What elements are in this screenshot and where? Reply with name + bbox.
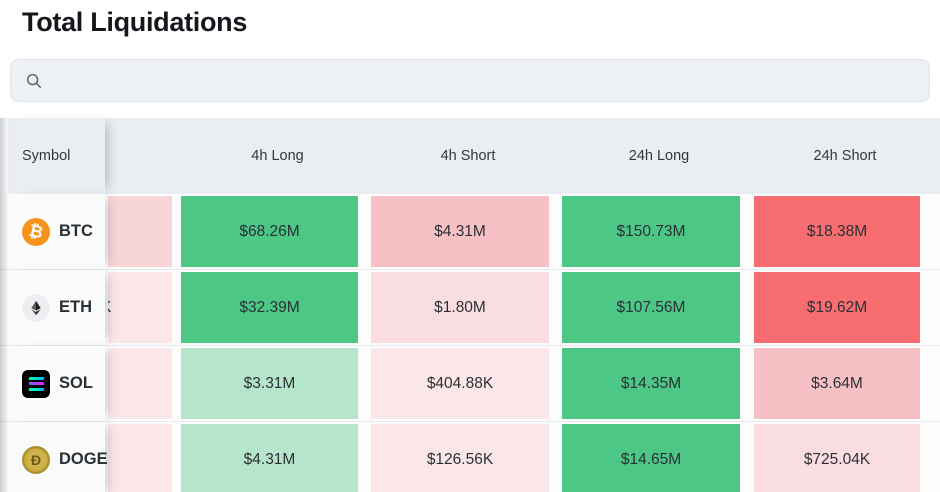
cell-24h-long: $150.73M [562,196,740,267]
sol-icon [22,369,50,398]
cell-4h-long: $68.26M [181,196,358,267]
symbol-cell-doge[interactable]: Ð DOGE [8,422,108,492]
column-header-24h-long[interactable]: 24h Long [628,148,690,164]
search-bar[interactable] [10,59,930,102]
cell-hidden-partial [108,196,172,267]
cell-4h-long: $3.31M [181,348,358,419]
cell-hidden-partial: K [108,272,172,343]
cell-4h-short: $1.80M [371,272,549,343]
cell-24h-short: $19.62M [754,272,920,343]
cell-4h-short: $4.31M [371,196,549,267]
table-row-sol[interactable]: SOL K $3.31M $404.88K $14.35M $3.64M [0,346,940,422]
column-header-symbol[interactable]: Symbol [8,118,105,194]
symbol-label: DOGE [59,450,108,468]
table-row-btc[interactable]: ₿ BTC $68.26M $4.31M $150.73M $18.38M [0,194,940,270]
column-header-4h-long[interactable]: 4h Long [251,148,304,164]
symbol-cell-eth[interactable]: ETH [8,270,105,345]
search-input[interactable] [53,60,915,101]
btc-icon: ₿ [22,217,50,246]
cell-24h-long: $14.35M [562,348,740,419]
table-row-doge[interactable]: Ð DOGE K $4.31M $126.56K $14.65M $725.04… [0,422,940,492]
cell-4h-long: $32.39M [181,272,358,343]
column-header-24h-short[interactable]: 24h Short [813,148,877,164]
cell-24h-long: $14.65M [562,424,740,492]
cell-24h-short: $3.64M [754,348,920,419]
cell-24h-long: $107.56M [562,272,740,343]
symbol-cell-btc[interactable]: ₿ BTC [8,194,105,269]
table-row-eth[interactable]: ETH K $32.39M $1.80M $107.56M $19.62M [0,270,940,346]
cell-hidden-partial: K [108,348,172,419]
cell-24h-short: $18.38M [754,196,920,267]
symbol-label: ETH [59,298,92,316]
symbol-cell-sol[interactable]: SOL [8,346,105,421]
cell-hidden-partial: K [108,424,172,492]
cell-4h-short: $404.88K [371,348,549,419]
cell-24h-short: $725.04K [754,424,920,492]
symbol-label: BTC [59,222,93,240]
doge-icon: Ð [22,445,50,474]
eth-icon [22,293,50,322]
cell-4h-short: $126.56K [371,424,549,492]
table-header: Symbol 4h Long 4h Short 24h Long 24h Sho… [8,118,940,194]
clipped-value-fragment: K [108,299,111,317]
liquidations-table: Symbol 4h Long 4h Short 24h Long 24h Sho… [0,118,940,492]
symbol-label: SOL [59,374,93,392]
cell-4h-long: $4.31M [181,424,358,492]
search-icon [26,73,42,88]
page-title: Total Liquidations [22,7,248,37]
column-header-4h-short[interactable]: 4h Short [440,148,496,164]
